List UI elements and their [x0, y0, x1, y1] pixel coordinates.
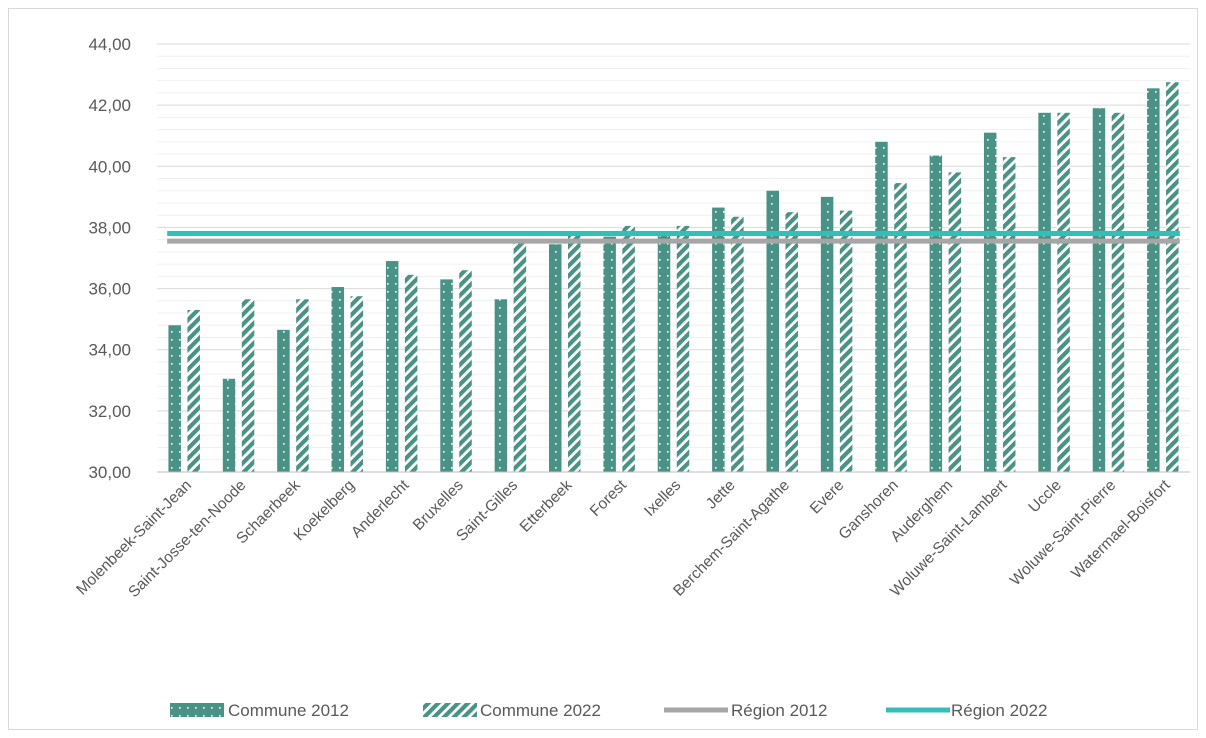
legend-label-region-2022: Région 2022: [951, 701, 1047, 720]
bar-commune-2022: [241, 299, 255, 472]
bar-commune-2012: [222, 378, 236, 472]
bar-commune-2012: [1038, 112, 1051, 473]
legend-label-commune-2022: Commune 2022: [480, 701, 601, 720]
region-lines: [167, 231, 1180, 244]
bar-commune-2012: [820, 196, 834, 472]
bar-commune-2022: [622, 225, 635, 472]
bar-commune-2012: [657, 233, 671, 472]
bar-commune-2022: [1111, 112, 1125, 473]
bar-commune-2022: [404, 274, 418, 472]
bar-commune-2022: [513, 242, 527, 472]
bar-commune-2012: [983, 132, 997, 472]
y-tick-label: 42,00: [88, 96, 131, 115]
gridlines: [157, 43, 1190, 473]
y-axis: 30,00 32,00 34,00 36,00 38,00 40,00 42,00 44,00: [88, 35, 131, 482]
bar-commune-2012: [385, 261, 399, 472]
bar-commune-2022: [731, 216, 744, 472]
x-category-label: Ixelles: [641, 477, 684, 520]
bar-commune-2012: [766, 190, 779, 472]
bar-commune-2022: [568, 235, 581, 472]
bar-commune-2012: [712, 207, 725, 473]
bar-commune-2022: [948, 172, 962, 472]
bars: [168, 82, 1179, 473]
bar-commune-2022: [839, 210, 853, 472]
bar-commune-2022: [296, 299, 309, 472]
bar-commune-2022: [350, 296, 364, 472]
bar-commune-2012: [168, 325, 181, 472]
bar-commune-2012: [1147, 88, 1160, 472]
bar-commune-2022: [676, 225, 690, 472]
bar-commune-2022: [894, 183, 907, 472]
bar-commune-2012: [277, 329, 290, 472]
legend: Commune 2012 Commune 2022 Région 2012 Régio…: [170, 701, 1047, 720]
y-tick-label: 44,00: [88, 35, 131, 54]
y-tick-label: 36,00: [88, 280, 131, 299]
y-tick-label: 40,00: [88, 157, 131, 176]
legend-swatch-commune-2012: [170, 703, 224, 717]
bar-commune-2012: [549, 244, 562, 472]
y-tick-label: 38,00: [88, 218, 131, 237]
bar-commune-2012: [440, 279, 453, 472]
bar-commune-2022: [1057, 112, 1070, 473]
x-category-label: Jette: [703, 477, 739, 513]
legend-swatch-commune-2022: [423, 703, 477, 717]
y-tick-label: 30,00: [88, 463, 131, 482]
y-tick-label: 32,00: [88, 402, 131, 421]
bar-commune-2022: [785, 212, 798, 472]
x-category-label: Forest: [587, 476, 631, 520]
x-category-label: Bruxelles: [410, 477, 467, 534]
y-tick-label: 34,00: [88, 341, 131, 360]
x-category-label: Anderlecht: [348, 476, 413, 541]
bar-commune-2012: [1092, 108, 1106, 472]
x-category-label: Etterbeek: [517, 477, 576, 536]
bar-commune-2012: [603, 236, 616, 472]
bar-commune-2022: [1002, 157, 1016, 472]
x-category-label: Watermael-Boisfort: [1068, 476, 1174, 582]
x-category-label: Uccle: [1025, 477, 1064, 516]
x-axis: Molenbeek-Saint-JeanSaint-Josse-ten-Nood…: [73, 471, 1190, 601]
legend-label-commune-2012: Commune 2012: [228, 701, 349, 720]
x-category-label: Woluwe-Saint-Pierre: [1007, 477, 1119, 589]
bar-commune-2012: [929, 155, 943, 473]
bar-commune-2022: [459, 270, 472, 472]
bar-commune-2022: [1166, 82, 1179, 472]
bar-commune-2012: [494, 299, 508, 472]
bar-commune-2012: [875, 141, 888, 473]
legend-label-region-2012: Région 2012: [731, 701, 827, 720]
bar-commune-2022: [187, 309, 200, 472]
bar-commune-2012: [331, 287, 345, 472]
x-category-label: Evere: [807, 477, 848, 518]
chart-frame: [8, 8, 1198, 730]
